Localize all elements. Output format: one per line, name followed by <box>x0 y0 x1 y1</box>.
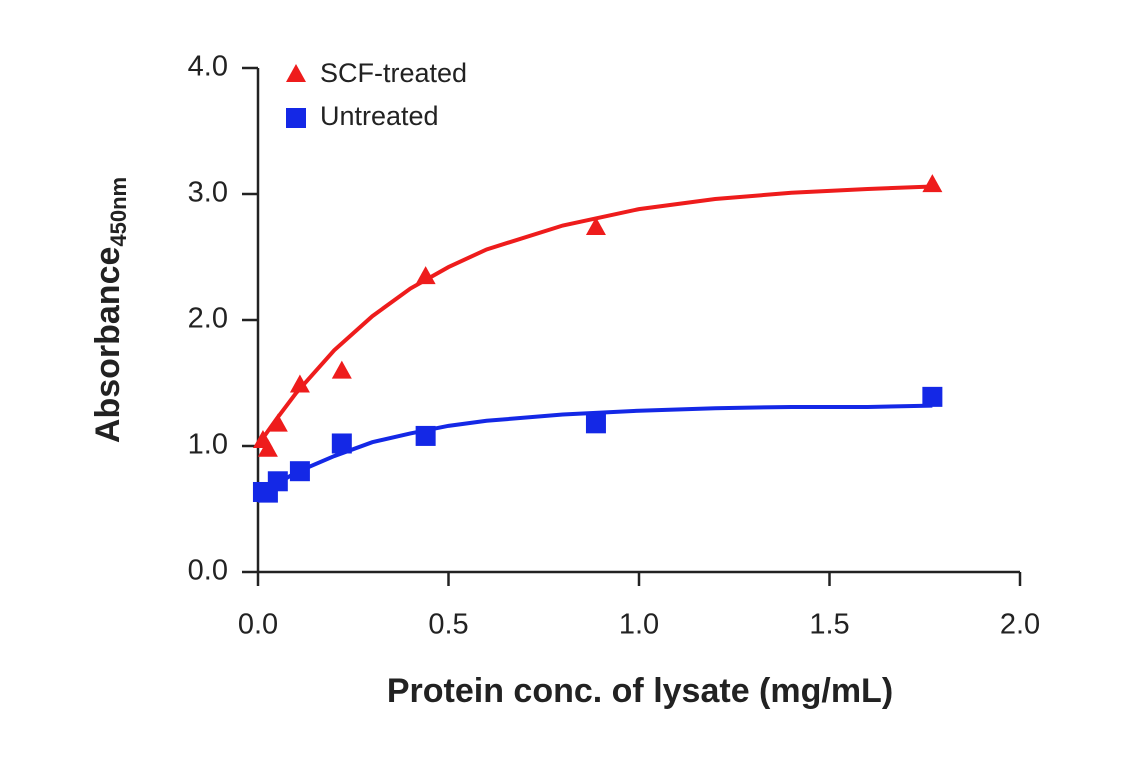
y-axis-title: Absorbance450nm <box>89 177 131 443</box>
data-point <box>331 360 352 379</box>
data-point <box>922 386 943 407</box>
x-tick-label: 1.5 <box>809 609 849 641</box>
data-point <box>415 425 436 446</box>
y-tick-label: 2.0 <box>188 303 228 335</box>
data-point <box>922 174 943 193</box>
x-tick-label: 1.0 <box>619 609 659 641</box>
data-point <box>267 413 288 432</box>
x-tick-label: 0.5 <box>428 609 468 641</box>
data-point <box>289 461 310 482</box>
data-point <box>415 266 436 285</box>
legend-marker <box>286 64 306 82</box>
data-point <box>289 374 310 393</box>
y-tick-label: 3.0 <box>188 177 228 209</box>
data-point <box>585 413 606 434</box>
y-axis-title-subscript: 450nm <box>106 177 131 247</box>
x-axis-title: Protein conc. of lysate (mg/mL) <box>387 672 893 710</box>
legend-label: Untreated <box>320 101 439 131</box>
data-point <box>257 438 278 457</box>
data-point <box>331 433 352 454</box>
data-point <box>267 471 288 492</box>
data-point <box>585 217 606 236</box>
x-tick-label: 2.0 <box>1000 609 1040 641</box>
x-tick-label: 0.0 <box>238 609 278 641</box>
y-tick-label: 4.0 <box>188 51 228 83</box>
y-axis-title-main: Absorbance <box>89 247 127 444</box>
y-tick-label: 1.0 <box>188 429 228 461</box>
y-tick-label: 0.0 <box>188 555 228 587</box>
legend-marker <box>286 108 306 128</box>
legend-label: SCF-treated <box>320 58 467 88</box>
